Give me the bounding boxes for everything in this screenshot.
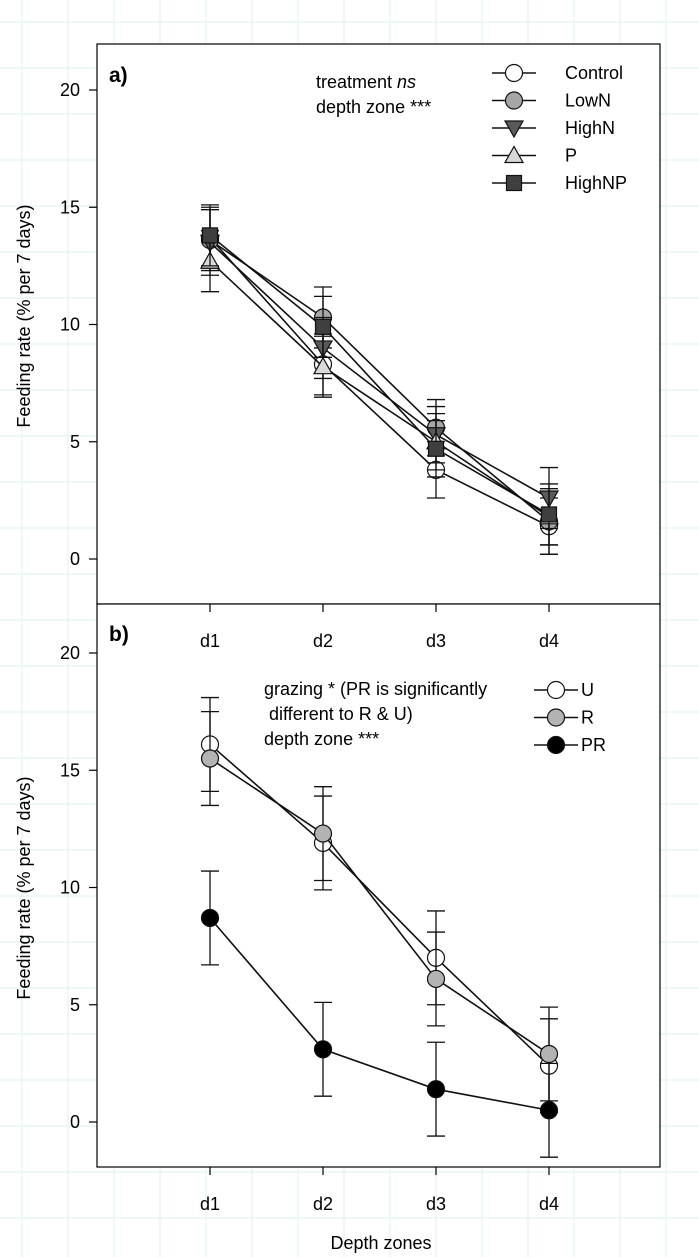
series-line bbox=[209, 917, 550, 1112]
y-tick-label: 0 bbox=[70, 1112, 80, 1132]
legend-label: HighN bbox=[565, 118, 615, 138]
annotation-line: grazing * (PR is significantly bbox=[264, 679, 487, 699]
y-tick-label: 15 bbox=[60, 197, 80, 217]
series-line bbox=[209, 743, 550, 1067]
legend-marker bbox=[505, 174, 523, 192]
panel-a-frame bbox=[96, 43, 661, 605]
data-point bbox=[313, 1040, 333, 1059]
panel-b: 0 5 10 15 20 d1 d2 d3 d4 d1 d2 d3 d4 b) Feeding ra… bbox=[14, 603, 661, 1214]
y-tick-label: 20 bbox=[60, 643, 80, 663]
legend-marker bbox=[546, 735, 566, 755]
series-line bbox=[209, 241, 550, 499]
data-point bbox=[201, 227, 219, 244]
x-tick-label: d1 bbox=[200, 1194, 220, 1214]
legend-label: LowN bbox=[565, 91, 611, 111]
x-tick-label: d2 bbox=[313, 631, 333, 651]
data-point bbox=[426, 1080, 446, 1099]
data-point bbox=[200, 749, 220, 768]
legend-label: Control bbox=[565, 63, 623, 83]
panel-b-y-axis-title: Feeding rate (% per 7 days) bbox=[14, 776, 34, 999]
panel-b-x-axis: d1 d2 d3 d4 bbox=[200, 1167, 559, 1214]
legend-marker bbox=[503, 145, 525, 164]
annotation-line: depth zone *** bbox=[264, 729, 379, 749]
x-tick-label: d2 bbox=[313, 1194, 333, 1214]
panel-b-y-axis: 0 5 10 15 20 bbox=[60, 643, 97, 1132]
data-point bbox=[539, 1101, 559, 1120]
panel-a-y-axis-title: Feeding rate (% per 7 days) bbox=[14, 204, 34, 427]
y-tick-label: 5 bbox=[70, 432, 80, 452]
legend-label: P bbox=[565, 146, 577, 166]
panel-a-series bbox=[199, 204, 560, 555]
series-r bbox=[200, 710, 559, 1102]
series-line bbox=[209, 237, 550, 527]
legend-label: U bbox=[581, 680, 594, 700]
data-point bbox=[313, 824, 333, 843]
y-tick-label: 20 bbox=[60, 80, 80, 100]
legend-label: R bbox=[581, 708, 594, 728]
y-tick-label: 15 bbox=[60, 760, 80, 780]
data-point bbox=[426, 969, 446, 989]
panel-b-legend: UR PR bbox=[534, 680, 606, 755]
x-axis-title: Depth zones bbox=[330, 1233, 431, 1253]
x-tick-label: d3 bbox=[426, 631, 446, 651]
panel-a-label: a) bbox=[109, 64, 128, 87]
panel-b-label: b) bbox=[109, 623, 129, 646]
annotation-line: treatment ns bbox=[316, 72, 416, 92]
data-point bbox=[312, 356, 334, 375]
legend-marker bbox=[546, 708, 566, 727]
y-tick-label: 10 bbox=[60, 315, 80, 335]
data-point bbox=[540, 506, 558, 523]
x-tick-label: d4 bbox=[539, 631, 559, 651]
x-tick-label: d4 bbox=[539, 1194, 559, 1214]
data-point bbox=[427, 440, 445, 457]
x-tick-label: d1 bbox=[200, 631, 220, 651]
series-highnp bbox=[201, 204, 558, 546]
series-line bbox=[209, 234, 550, 516]
panel-b-series bbox=[200, 696, 559, 1158]
x-tick-label: d3 bbox=[426, 1194, 446, 1214]
data-point bbox=[539, 1044, 559, 1064]
data-point bbox=[314, 318, 332, 335]
legend-marker bbox=[504, 91, 524, 110]
data-point bbox=[200, 908, 220, 928]
panel-b-top-x-axis: d1 d2 d3 d4 bbox=[200, 604, 559, 651]
legend-marker bbox=[503, 120, 525, 139]
series-pr bbox=[200, 870, 559, 1158]
legend-label: HighNP bbox=[565, 173, 627, 193]
panel-a-y-axis: 0 5 10 15 20 bbox=[60, 80, 97, 569]
annotation-line: depth zone *** bbox=[316, 97, 431, 117]
series-line bbox=[209, 757, 550, 1055]
panel-a-annotation: treatment ns depth zone *** bbox=[316, 72, 431, 117]
legend-label: PR bbox=[581, 735, 606, 755]
y-tick-label: 10 bbox=[60, 878, 80, 898]
series-line bbox=[209, 239, 550, 523]
y-tick-label: 0 bbox=[70, 549, 80, 569]
annotation-line: different to R & U) bbox=[264, 704, 413, 724]
legend-marker bbox=[504, 63, 524, 83]
series-line bbox=[209, 260, 550, 518]
panel-b-annotation: grazing * (PR is significantly different… bbox=[264, 679, 487, 749]
panel-b-frame bbox=[96, 603, 661, 1168]
legend-marker bbox=[546, 680, 566, 700]
y-tick-label: 5 bbox=[70, 995, 80, 1015]
